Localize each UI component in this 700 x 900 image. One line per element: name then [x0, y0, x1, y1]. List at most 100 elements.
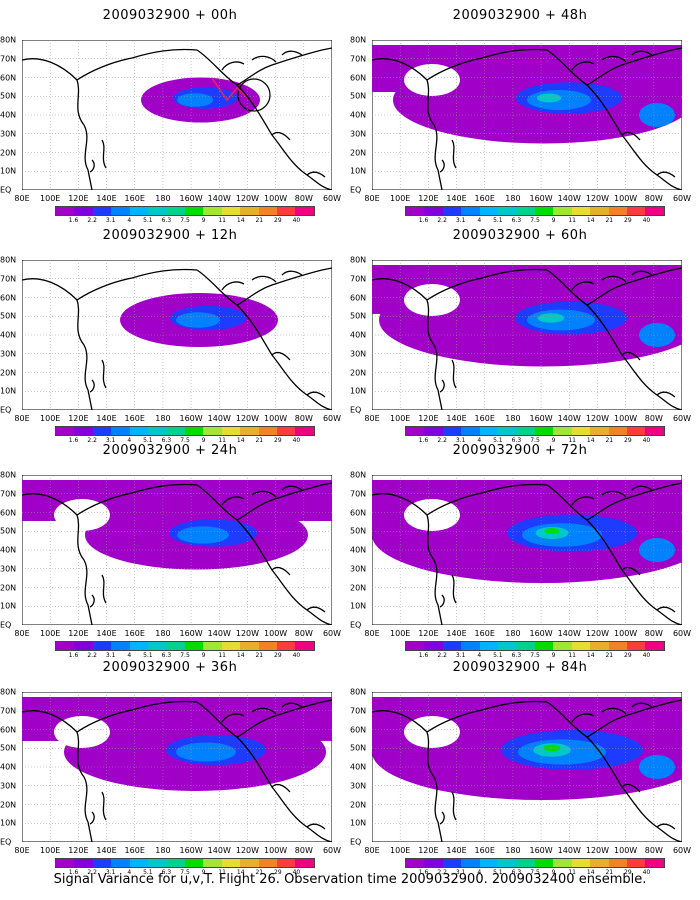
longitude-label: 100W [264, 194, 288, 203]
colorbar-label: 5.1 [143, 869, 153, 876]
colorbar-label: 7.5 [180, 869, 190, 876]
colorbar-label: 14 [236, 437, 245, 444]
colorbar-swatch [240, 207, 259, 215]
colorbar-label: 1.6 [418, 437, 429, 444]
colorbar-swatch [627, 427, 646, 435]
map-panel: 2009032900 + 36h 80N 70N 60N 50N 40N 30N 20N 10N… [0, 660, 341, 876]
latitude-label: 70N [350, 706, 367, 716]
coastlines [372, 482, 682, 625]
latitude-label: 40N [0, 545, 17, 555]
latitude-label: EQ [0, 185, 12, 195]
colorbar-label: 6.3 [511, 869, 522, 876]
longitude-label: 180 [505, 414, 521, 423]
map-panel: 2009032900 + 84h 80N 70N 60N 50N 40N 30N 20N 10N… [350, 660, 691, 876]
colorbar-swatch [92, 207, 112, 215]
variance-field [22, 480, 332, 570]
longitude-label: 140W [207, 194, 231, 203]
colorbar [405, 641, 665, 651]
latitude-label: 20N [350, 148, 367, 157]
longitude-label: 120W [585, 194, 610, 203]
latitude-label: 50N [0, 91, 17, 101]
colorbar-swatch [406, 427, 425, 435]
colorbar-swatch [406, 207, 425, 215]
variance-field [372, 45, 682, 144]
latitude-label: 60N [350, 725, 367, 734]
colorbar-label: 21 [605, 652, 614, 659]
colorbar-swatch [277, 427, 296, 435]
colorbar-swatch [424, 427, 443, 435]
longitude-label: 120E [418, 194, 439, 203]
latitude-label: 40N [350, 545, 367, 555]
variance-map [22, 40, 332, 190]
longitude-label: 120W [585, 629, 610, 638]
colorbar-swatch [627, 642, 646, 650]
longitude-label: 80W [294, 846, 313, 855]
longitude-label: 100W [614, 194, 638, 203]
latitude-label: 50N [350, 311, 367, 321]
longitude-label: 120E [418, 846, 439, 855]
latitude-label: 70N [350, 274, 367, 284]
colorbar-swatch [498, 207, 517, 215]
latitude-label: 60N [350, 508, 367, 517]
longitude-label: 80W [644, 846, 663, 855]
colorbar-swatch [221, 427, 241, 435]
variance-map [22, 260, 332, 410]
colorbar-swatch [295, 859, 314, 867]
colorbar-label: 9 [201, 652, 206, 659]
latitude-label: 40N [350, 110, 367, 120]
colorbar-swatch [148, 859, 167, 867]
longitude-label: 180 [155, 629, 171, 638]
colorbar-swatch [534, 427, 554, 435]
colorbar-label: 4 [127, 217, 132, 224]
longitude-label: 120E [68, 629, 89, 638]
latitude-label: 10N [350, 601, 367, 611]
colorbar-swatch [461, 427, 480, 435]
latitude-label: 20N [350, 800, 367, 809]
latitude-label: 30N [350, 129, 367, 139]
latitude-label: 30N [350, 781, 367, 791]
map-panel: 2009032900 + 24h 80N 70N 60N 50N 40N 30N 20N 10N… [0, 443, 341, 659]
colorbar-label: 11 [218, 437, 226, 444]
variance-map [372, 692, 682, 842]
colorbar [55, 206, 315, 216]
latitude-label: 20N [0, 148, 17, 157]
colorbar-label: 7.5 [530, 869, 540, 876]
longitude-label: 180 [155, 194, 171, 203]
colorbar-swatch [627, 859, 646, 867]
colorbar-swatch [590, 207, 609, 215]
colorbar-label: 29 [274, 437, 282, 444]
longitude-label: 100E [390, 846, 411, 855]
colorbar-swatch [479, 642, 499, 650]
colorbar-swatch [74, 642, 93, 650]
longitude-label: 140E [446, 846, 467, 855]
colorbar-swatch [148, 207, 167, 215]
latitude-label: 30N [350, 564, 367, 574]
colorbar-swatch [92, 642, 112, 650]
colorbar-swatch [56, 207, 75, 215]
colorbar-label: 40 [642, 869, 651, 876]
latitude-label: EQ [0, 837, 12, 847]
colorbar-label: 4 [477, 437, 482, 444]
longitude-label: 160E [124, 846, 145, 855]
latitude-label: 20N [350, 368, 367, 377]
longitude-label: 140W [207, 414, 231, 423]
longitude-label: 140E [446, 414, 467, 423]
colorbar-swatch [92, 427, 112, 435]
colorbar-label: 14 [586, 869, 595, 876]
variance-map [372, 40, 682, 190]
colorbar-label: 29 [624, 217, 632, 224]
colorbar-swatch [553, 642, 572, 650]
colorbar-label: 9 [551, 437, 556, 444]
colorbar-label: 40 [642, 437, 651, 444]
map-panel: 2009032900 + 72h 80N 70N 60N 50N 40N 30N 20N 10N… [350, 443, 691, 659]
colorbar-label: 21 [605, 217, 614, 224]
colorbar-swatch [166, 427, 185, 435]
colorbar-label: 9 [201, 217, 206, 224]
colorbar-swatch [645, 427, 664, 435]
colorbar-swatch [277, 859, 296, 867]
longitude-label: 140W [557, 846, 581, 855]
colorbar-label: 1.6 [418, 652, 429, 659]
latitude-label: 80N [350, 255, 367, 265]
latitude-label: 80N [350, 687, 367, 697]
longitude-label: 80E [364, 846, 380, 855]
